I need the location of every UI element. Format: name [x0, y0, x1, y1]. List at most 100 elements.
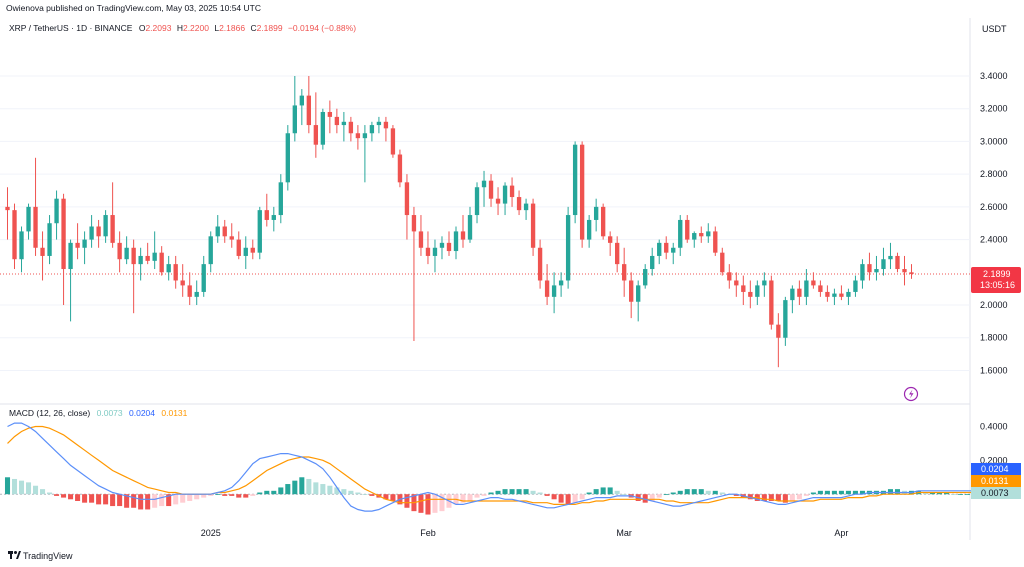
- macd-badges: 0.0204 0.0131 0.0073: [971, 463, 1021, 499]
- candle-body: [159, 252, 164, 273]
- macd-hist-bar: [362, 494, 368, 496]
- candle: [874, 255, 879, 281]
- time-axis[interactable]: 2025FebMarAprMay: [201, 528, 1024, 538]
- macd-hist-value: 0.0073: [97, 408, 123, 418]
- macd-hist-bar: [537, 492, 543, 495]
- macd-hist-bar: [187, 494, 193, 501]
- candle-body: [103, 215, 108, 237]
- candle: [474, 182, 480, 224]
- macd-hist-bar: [201, 494, 207, 498]
- candle-body: [75, 242, 80, 248]
- macd-hist-bar: [887, 489, 893, 495]
- macd-title: MACD (12, 26, close): [9, 408, 90, 418]
- macd-hist-bar: [11, 478, 18, 495]
- candle-body: [467, 215, 473, 240]
- candle: [783, 296, 788, 346]
- macd-tick-label: 0.4000: [980, 421, 1008, 431]
- candle: [495, 187, 501, 216]
- candle-body: [376, 121, 382, 126]
- candle: [180, 264, 185, 297]
- macd-hist-bar: [47, 492, 53, 495]
- candle-body: [89, 226, 94, 240]
- candle-body: [54, 198, 59, 224]
- candle: [292, 75, 297, 142]
- tradingview-brand: TradingView: [23, 551, 73, 561]
- macd-axis[interactable]: 0.4000 0.2000: [980, 421, 1008, 465]
- macd-hist-bar: [306, 478, 312, 495]
- candle: [439, 236, 445, 260]
- candle-body: [96, 226, 101, 237]
- macd-hist-bar: [607, 487, 613, 495]
- time-tick-label: Mar: [616, 528, 632, 538]
- ohlc-high-label: H: [177, 23, 183, 33]
- candle: [678, 215, 683, 256]
- candle: [215, 215, 220, 243]
- macd-hist-bar: [502, 489, 508, 495]
- macd-hist-bar: [965, 494, 971, 496]
- price-axis[interactable]: 3.4000 3.2000 3.0000 2.8000 2.6000 2.4000 2.00…: [980, 71, 1008, 375]
- candle: [846, 288, 851, 306]
- candle: [390, 125, 396, 158]
- candle-body: [530, 203, 536, 248]
- macd-hist-bar: [425, 494, 431, 515]
- candle-body: [250, 247, 255, 253]
- candle: [68, 239, 73, 322]
- candle: [706, 223, 711, 243]
- macd-hist-bar: [944, 492, 950, 495]
- macd-hist-bar: [530, 490, 536, 495]
- candle-body: [762, 280, 767, 286]
- macd-hist-bar: [124, 494, 130, 508]
- ohlc-open-value: 2.2093: [145, 23, 171, 33]
- candle-body: [299, 95, 304, 106]
- macd-hist-bar: [810, 492, 816, 495]
- macd-hist-bar: [488, 492, 494, 495]
- tradingview-logo[interactable]: TradingView: [8, 551, 73, 561]
- candle-body: [19, 231, 24, 260]
- candle-body: [439, 242, 445, 248]
- candle: [755, 280, 760, 306]
- candle: [75, 223, 80, 260]
- candle: [909, 264, 914, 279]
- candle-body: [341, 121, 347, 126]
- macd-hist-bar: [838, 490, 844, 495]
- candle-body: [516, 197, 522, 211]
- candle-body: [145, 255, 150, 261]
- macd-hist-bar: [145, 494, 151, 510]
- candle: [509, 177, 515, 207]
- candle-body: [271, 215, 276, 220]
- candle: [881, 247, 886, 276]
- candle-body: [82, 239, 87, 248]
- macd-tick-label: 0.2000: [980, 455, 1008, 465]
- lightning-icon[interactable]: [903, 386, 919, 402]
- candle: [194, 280, 199, 306]
- candle: [502, 182, 508, 216]
- candle: [629, 272, 634, 319]
- candle-body: [755, 285, 760, 297]
- candle: [47, 215, 52, 265]
- candle: [769, 275, 774, 330]
- macd-hist-bar: [516, 489, 522, 495]
- macd-hist-bar: [96, 494, 102, 505]
- candle: [811, 272, 816, 289]
- candle: [741, 275, 746, 306]
- candle: [89, 215, 94, 248]
- macd-hist-bar: [18, 480, 25, 495]
- candle-body: [502, 185, 508, 204]
- candle-body: [26, 206, 31, 232]
- candle-body: [47, 223, 52, 256]
- macd-hist-bar: [656, 494, 662, 498]
- candle: [271, 206, 276, 232]
- candle: [341, 111, 347, 142]
- candle: [138, 247, 143, 281]
- macd-signal-badge-bg: [971, 475, 1021, 487]
- ohlc-high-value: 2.2200: [183, 23, 209, 33]
- macd-hist-bar: [558, 494, 564, 503]
- candle: [607, 231, 613, 256]
- candle-body: [138, 255, 143, 265]
- candle: [145, 242, 150, 265]
- candle-body: [495, 198, 501, 204]
- ohlc-open-label: O: [139, 23, 146, 33]
- candle: [650, 247, 655, 276]
- macd-line-badge: 0.0204: [981, 464, 1009, 474]
